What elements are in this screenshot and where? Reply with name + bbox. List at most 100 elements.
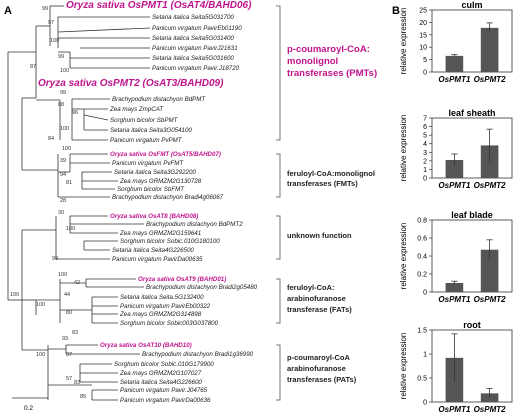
support-value: 83 — [72, 330, 78, 336]
y-tick-label: 1.5 — [417, 328, 427, 335]
support-value: 100 — [58, 272, 67, 278]
taxon-label: Sorghum bicolor Sobic003G037800 — [120, 320, 219, 327]
x-category-label: OsPMT2 — [474, 181, 507, 190]
support-value: 100 — [50, 38, 59, 44]
support-value: 100 — [10, 292, 19, 298]
taxon-label: Panicum virgatum PvPMT — [110, 137, 183, 144]
chart-title: leaf sheath — [448, 108, 495, 118]
panel-label-b: B — [392, 5, 400, 17]
group-bracket — [276, 215, 281, 260]
taxon-label: Oryza sativa OsAT9 (BAHD01) — [138, 276, 226, 283]
y-tick-label: 2 — [423, 158, 427, 165]
taxon-label: Setaria italica Seita3G054100 — [110, 127, 192, 134]
group-label: p-coumaroyl-CoA — [287, 353, 351, 362]
taxon-label: Panicum virgatum PavirJ21631 — [152, 45, 238, 52]
support-value: 39 — [60, 158, 66, 164]
y-tick-label: 10 — [419, 45, 427, 52]
taxon-label: Oryza sativa OsPMT1 (OsAT4/BAHD06) — [66, 0, 252, 11]
bar-OsPMT2 — [480, 27, 499, 72]
bar-OsPMT2 — [480, 145, 499, 178]
x-category-label: OsPMT2 — [474, 295, 507, 304]
y-tick-label: 0.5 — [417, 376, 427, 383]
y-tick-label: 0.2 — [417, 272, 427, 279]
taxon-label: Brachypodium distachyon BdPMT — [112, 96, 206, 103]
support-value: 99 — [42, 6, 48, 12]
support-value: 87 — [30, 64, 36, 70]
bar-OsPMT1 — [445, 55, 464, 72]
taxon-label: Setaria italica Seita5G031700 — [152, 14, 234, 21]
group-label: unknown function — [287, 231, 352, 240]
bar-chart-leaf-blade: leaf blade 0 0.2 0.4 0.6 0.8 relative expressi… — [399, 210, 513, 304]
y-tick-label: 3 — [423, 150, 427, 157]
support-value: 84 — [48, 136, 54, 142]
taxon-label: Panicum virgatum PavirEb01190 — [152, 25, 242, 32]
support-value: 97 — [48, 20, 54, 26]
taxon-label: Oryza sativa OsAT10 (BAHD10) — [100, 342, 192, 349]
bar-chart-leaf-sheath: leaf sheath 0 1 23 45 67 relative expression Os… — [399, 108, 513, 190]
y-tick-label: 25 — [419, 8, 427, 15]
y-axis-label: relative expression — [399, 333, 408, 400]
y-tick-label: 0 — [423, 70, 427, 77]
y-tick-label: 6 — [423, 124, 427, 131]
taxon-label: Sorghum bicolor SbPMT — [110, 117, 179, 124]
support-value: 100 — [66, 226, 75, 232]
taxon-label: Panicum virgatum PavirEb00322 — [120, 303, 211, 310]
y-tick-label: 1 — [423, 167, 427, 174]
group-label: arabinofuranose — [287, 294, 346, 303]
taxon-label: Panicum virgatum Pavir.J04765 — [120, 387, 208, 394]
taxon-label: Brachypodium distachyon Bradi1g36990 — [142, 351, 254, 358]
chart-frame — [431, 219, 513, 293]
chart-title: leaf blade — [451, 210, 493, 220]
support-value: 100 — [60, 126, 69, 132]
taxon-label: Setaria italica Seita3G292200 — [114, 169, 196, 176]
y-tick-label: 20 — [419, 20, 427, 27]
support-value: 88 — [58, 102, 64, 108]
tree-branches — [7, 5, 151, 401]
x-category-label: OsPMT2 — [474, 405, 507, 414]
tree-branch — [83, 114, 109, 121]
taxon-label: Oryza sativa OsFMT (OsAT5/BAHD07) — [110, 151, 221, 158]
y-tick-label: 0 — [423, 400, 427, 407]
group-label: feruloyl-CoA: — [287, 283, 335, 292]
taxon-label: Panicum virgatum PavirDa00635 — [112, 256, 203, 263]
chart-frame — [431, 329, 513, 403]
chart-title: culm — [461, 0, 482, 10]
y-tick-label: 5 — [423, 133, 427, 140]
taxon-label: Brachypodium distachyon BdPMT2 — [146, 221, 243, 228]
group-label: transferases (PMTs) — [287, 68, 377, 79]
taxon-label: Sorghum bicolor SbFMT — [117, 186, 185, 193]
y-tick-label: 15 — [419, 32, 427, 39]
y-axis-label: relative expression — [399, 223, 408, 290]
y-tick-label: 4 — [423, 141, 427, 148]
group-label: transferase (FATs) — [287, 305, 352, 314]
taxon-label: Zea mays GRMZM2G314898 — [119, 311, 202, 318]
group-label: transferases (PATs) — [287, 375, 357, 384]
taxon-label: Panicum virgatum Pavir.J18720 — [152, 65, 240, 72]
support-value: 100 — [36, 352, 45, 358]
y-tick-label: 0 — [423, 290, 427, 297]
support-value: 85 — [80, 394, 86, 400]
y-tick-label: 5 — [423, 57, 427, 64]
support-value: 42 — [74, 280, 80, 286]
y-axis-label: relative expression — [399, 115, 408, 182]
taxon-label: Brachypodium distachyon Bradi4g06067 — [112, 194, 224, 201]
taxon-label: Setaria italica Seita5G031400 — [152, 35, 234, 42]
support-value: 94 — [60, 172, 66, 178]
taxon-label: Oryza sativa OsPMT2 (OsAT3/BAHD09) — [38, 78, 224, 89]
taxon-label: Setaria italica Seita4G226600 — [120, 379, 202, 386]
taxon-label: Zea mays GRMZM2G159641 — [119, 230, 201, 237]
x-category-label: OsPMT2 — [474, 75, 507, 84]
bar-chart-root: root 0 0.5 1 1.5 relative expression OsPMT1 OsP… — [399, 320, 513, 414]
support-value: 99 — [52, 256, 58, 262]
taxon-label: Panicum virgatum PvFMT — [112, 160, 184, 167]
taxon-label: Oryza sativa OsAT8 (BAHD08) — [110, 213, 198, 220]
y-tick-label: 7 — [423, 116, 427, 123]
panel-label-a: A — [4, 5, 12, 17]
support-value: 100 — [62, 146, 71, 152]
support-value: 28 — [60, 198, 66, 204]
chart-frame — [431, 117, 513, 179]
taxon-label: Setaria italica Seita5G031600 — [152, 55, 234, 62]
support-value: 30 — [58, 210, 64, 216]
group-label: transferases (FMTs) — [287, 179, 358, 188]
